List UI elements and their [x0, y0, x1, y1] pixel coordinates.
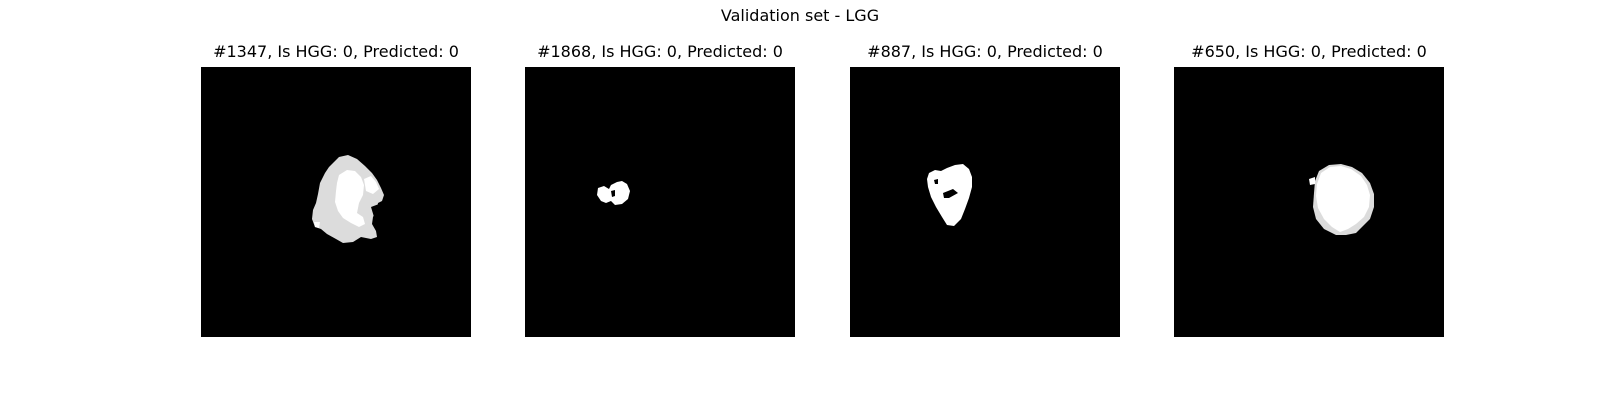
panel-title-3: #887, Is HGG: 0, Predicted: 0: [867, 42, 1103, 61]
mask-background: [1174, 67, 1444, 337]
segmentation-mask-image-2: [525, 67, 795, 337]
tumor-notch: [371, 204, 381, 217]
mask-background: [525, 67, 795, 337]
segmentation-mask-image-1: [201, 67, 471, 337]
tumor-region-white: [1316, 166, 1370, 232]
panel-title-1: #1347, Is HGG: 0, Predicted: 0: [213, 42, 459, 61]
tumor-hole: [934, 179, 938, 184]
figure-title: Validation set - LGG: [720, 6, 880, 25]
segmentation-mask-image-4: [1174, 67, 1444, 337]
tumor-region-white: [364, 176, 379, 194]
panel-title-4: #650, Is HGG: 0, Predicted: 0: [1191, 42, 1427, 61]
tumor-notch: [611, 190, 615, 197]
mask-background: [850, 67, 1120, 337]
tumor-region-white: [1309, 177, 1315, 185]
tumor-region-white: [314, 222, 320, 228]
panel-title-2: #1868, Is HGG: 0, Predicted: 0: [537, 42, 783, 61]
tumor-hole: [943, 189, 958, 198]
segmentation-mask-image-3: [850, 67, 1120, 337]
tumor-region-white: [335, 170, 365, 227]
